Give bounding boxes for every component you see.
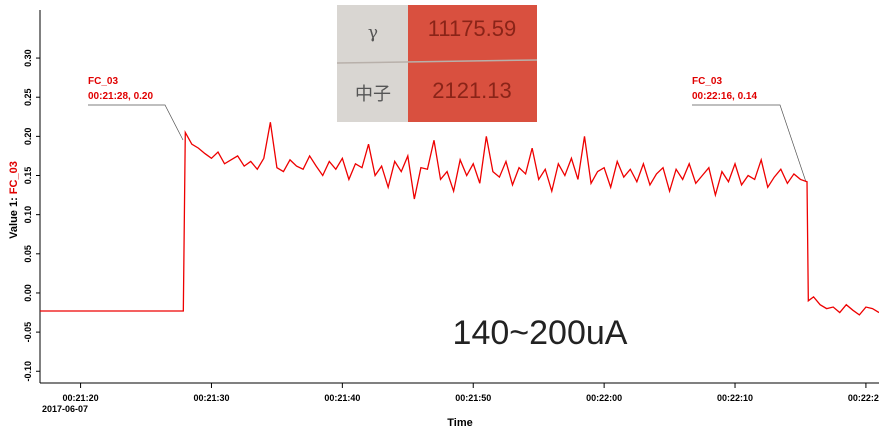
y-tick-label: 0.30: [23, 49, 33, 67]
y-tick-label: -0.10: [23, 361, 33, 382]
x-tick-label: 00:21:40: [324, 393, 360, 403]
y-axis-title: Value 1: FC_03: [8, 161, 20, 239]
y-tick-label: 0.05: [23, 245, 33, 263]
y-label: Value 1:: [8, 197, 20, 239]
annotation-title: FC_03: [692, 76, 722, 87]
y-tick-label: 0.20: [23, 128, 33, 146]
inset-cell: 11175.59: [428, 16, 517, 41]
inset-red: [408, 5, 537, 122]
x-tick-label: 00:22:00: [586, 393, 622, 403]
inset-cell: γ: [368, 23, 378, 43]
annotation: FC_03 00:22:16, 0.14: [692, 76, 807, 183]
series-line: [40, 122, 879, 316]
y-tick-label: 0.25: [23, 88, 33, 106]
inset-cell: 中子: [355, 84, 391, 105]
annotation-title: FC_03: [88, 76, 118, 87]
x-tick-label: 00:22:10: [717, 393, 753, 403]
inset-photo: γ 11175.59 中子 2121.13: [336, 5, 538, 122]
annotation-text: 00:21:28, 0.20: [88, 91, 153, 102]
y-tick-label: -0.05: [23, 322, 33, 343]
x-axis-title: Time: [447, 417, 472, 429]
annotation: FC_03 00:21:28, 0.20: [88, 76, 184, 141]
annotation-leader: [692, 104, 807, 183]
x-tick-label: 00:21:30: [193, 393, 229, 403]
x-tick-label: 00:21:20: [63, 393, 99, 403]
inset-cell: 2121.13: [432, 78, 512, 103]
annotation-text: 00:22:16, 0.14: [692, 91, 757, 102]
y-tick-label: 0.10: [23, 206, 33, 224]
x-tick-label: 00:21:50: [455, 393, 491, 403]
y-tick-label: 0.15: [23, 167, 33, 185]
y-label-series: FC_03: [8, 161, 20, 194]
y-tick-label: 0.00: [23, 284, 33, 302]
annotation-leader: [88, 104, 184, 141]
inset-divider: [336, 59, 538, 64]
x-date: 2017-06-07: [42, 404, 88, 414]
overlay-text: 140~200uA: [453, 314, 628, 352]
x-tick-label: 00:22:20: [848, 393, 879, 403]
